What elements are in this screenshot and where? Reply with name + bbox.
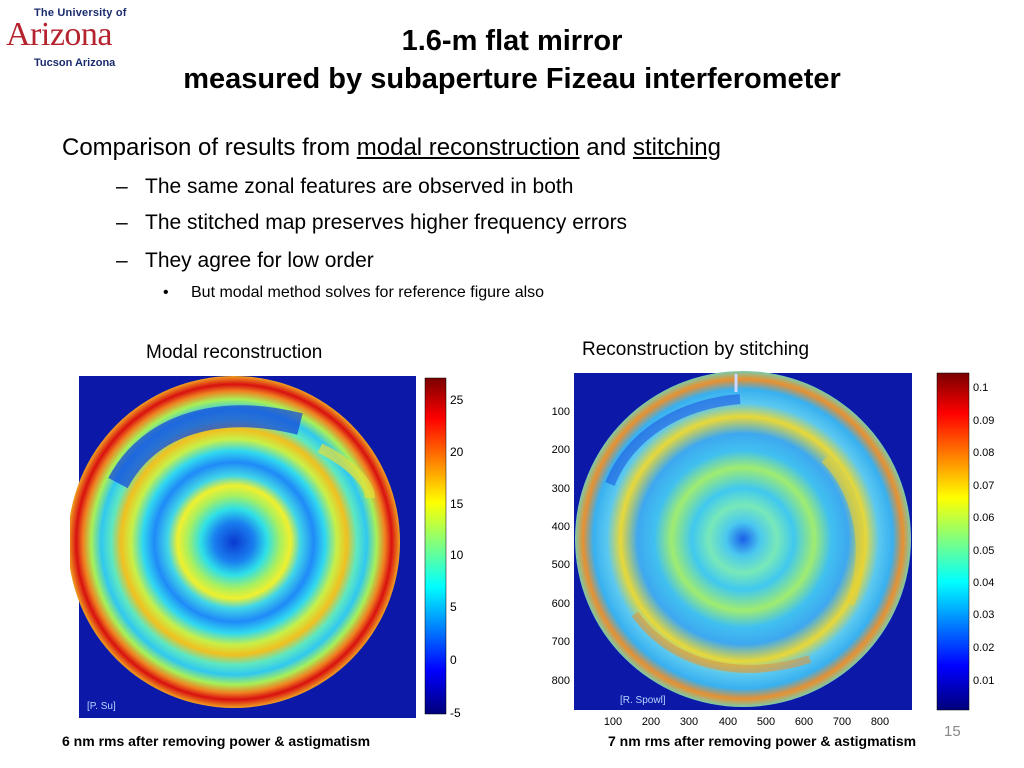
left-panel-caption: Modal reconstruction	[146, 342, 323, 363]
colorbar-tick-label: 0.05	[973, 545, 994, 557]
dash-bullet: – The stitched map preserves higher frequ…	[116, 211, 628, 234]
right-map-feature	[605, 394, 741, 486]
slide-title-line-2: measured by subaperture Fizeau interfero…	[183, 63, 841, 95]
y-tick-label: 600	[552, 598, 570, 610]
colorbar-tick-label: 0.04	[973, 577, 994, 589]
y-tick-label: 200	[552, 444, 570, 456]
logo-line-1: The University of	[34, 7, 127, 19]
dash-bullet-text: They agree for low order	[145, 249, 374, 272]
x-tick-label: 200	[642, 716, 660, 728]
right-x-axis: 100 200 300 400 500 600 700 800	[604, 716, 889, 728]
logo-line-3: Tucson Arizona	[34, 57, 116, 69]
left-colorbar	[424, 377, 447, 715]
left-map-feature	[317, 443, 375, 499]
left-map-feature	[108, 405, 303, 489]
colorbar-tick-label: 0.06	[973, 512, 994, 524]
colorbar-tick-label: 10	[450, 548, 464, 562]
x-tick-label: 100	[604, 716, 622, 728]
y-tick-label: 300	[552, 483, 570, 495]
right-colorbar-ticks: 0.1 0.09 0.08 0.07 0.06 0.05 0.04 0.03 0…	[973, 382, 994, 687]
sub-bullet: • But modal method solves for reference f…	[163, 284, 545, 301]
right-map-credit: [R. Spowl]	[620, 695, 666, 706]
right-map-feature	[631, 611, 812, 673]
dash-bullet-text: The same zonal features are observed in …	[145, 175, 574, 198]
y-tick-label: 700	[552, 636, 570, 648]
colorbar-tick-label: -5	[450, 706, 461, 720]
university-logo: The University of Arizona Tucson Arizona	[6, 4, 156, 70]
colorbar-tick-label: 0.08	[973, 447, 994, 459]
intro-link-modal: modal reconstruction	[356, 134, 580, 161]
left-map-disc	[70, 376, 400, 708]
dash-bullet: – The same zonal features are observed in…	[116, 175, 574, 198]
page-number: 15	[944, 723, 961, 740]
left-colorbar-ticks: 25 20 15 10 5 0 -5	[450, 393, 464, 720]
colorbar-tick-label: 5	[450, 600, 457, 614]
right-map-disc	[575, 371, 911, 707]
dash-bullet: – They agree for low order	[116, 249, 374, 272]
right-map-feature	[821, 455, 865, 606]
y-tick-label: 800	[552, 675, 570, 687]
y-tick-label: 100	[552, 406, 570, 418]
left-footnote: 6 nm rms after removing power & astigmat…	[62, 733, 371, 749]
right-footnote: 7 nm rms after removing power & astigmat…	[608, 733, 917, 749]
x-tick-label: 700	[833, 716, 851, 728]
slide-title-line-1: 1.6-m flat mirror	[401, 25, 623, 57]
colorbar-tick-label: 0.03	[973, 609, 994, 621]
right-panel-caption: Reconstruction by stitching	[582, 339, 810, 360]
stitching-reconstruction-figure: [R. Spowl] 100 200 300 400 500 600 700 8…	[552, 371, 994, 728]
colorbar-tick-label: 15	[450, 497, 464, 511]
colorbar-tick-label: 0.01	[973, 675, 994, 687]
y-tick-label: 400	[552, 521, 570, 533]
x-tick-label: 400	[719, 716, 737, 728]
x-tick-label: 800	[871, 716, 889, 728]
colorbar-tick-label: 0.07	[973, 480, 994, 492]
colorbar-tick-label: 0.1	[973, 382, 988, 394]
x-tick-label: 300	[680, 716, 698, 728]
x-tick-label: 500	[757, 716, 775, 728]
colorbar-tick-label: 20	[450, 445, 464, 459]
intro-prefix: Comparison of results from	[62, 134, 357, 161]
colorbar-tick-label: 25	[450, 393, 464, 407]
left-map-credit: [P. Su]	[87, 701, 116, 712]
colorbar-tick-label: 0	[450, 653, 457, 667]
logo-line-2: Arizona	[6, 16, 113, 53]
intro-link-stitching: stitching	[632, 134, 721, 161]
x-tick-label: 600	[795, 716, 813, 728]
modal-reconstruction-figure: [P. Su] 25 20 15 10 5 0 -5	[70, 376, 464, 720]
right-y-axis: 100 200 300 400 500 600 700 800	[552, 406, 570, 687]
intro-middle: and	[579, 134, 633, 161]
slide-title: 1.6-m flat mirror measured by subapertur…	[100, 22, 924, 98]
y-tick-label: 500	[552, 559, 570, 571]
intro-bullet: Comparison of results from modal reconst…	[62, 134, 721, 162]
right-colorbar	[936, 372, 970, 711]
colorbar-tick-label: 0.09	[973, 415, 994, 427]
colorbar-tick-label: 0.02	[973, 642, 994, 654]
sub-bullet-text: But modal method solves for reference fi…	[191, 284, 545, 301]
dash-bullet-text: The stitched map preserves higher freque…	[145, 211, 628, 234]
